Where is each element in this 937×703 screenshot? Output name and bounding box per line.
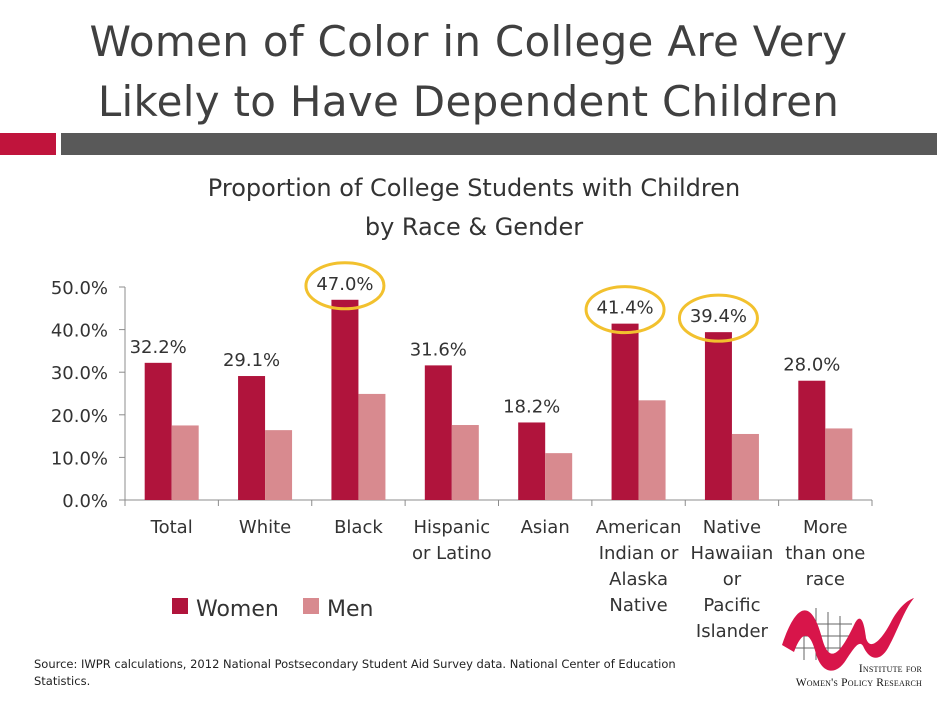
x-tick-label: Native xyxy=(609,595,667,616)
y-tick-label: 20.0% xyxy=(51,406,108,427)
bar-women xyxy=(331,299,359,500)
data-label-women: 29.1% xyxy=(223,350,280,371)
title-line-1: Women of Color in College Are Very xyxy=(89,17,848,66)
bar-women xyxy=(704,332,732,500)
title-line-2: Likely to Have Dependent Children xyxy=(97,77,840,126)
x-tick-label: or Latino xyxy=(412,543,492,564)
iwpr-logo-text: Institute for Women's Policy Research xyxy=(752,662,922,690)
data-label-women: 39.4% xyxy=(690,306,747,327)
y-tick-label: 0.0% xyxy=(62,491,108,512)
x-tick-label: American xyxy=(596,517,682,538)
bar-men xyxy=(171,425,199,500)
source-line-2: Statistics. xyxy=(34,674,91,688)
slide-title: Women of Color in College Are Very Likel… xyxy=(0,12,937,132)
bar-men xyxy=(358,393,386,500)
iwpr-logo-icon xyxy=(782,598,914,671)
bar-men xyxy=(731,433,759,500)
data-label-women: 32.2% xyxy=(130,337,187,358)
data-label-women: 47.0% xyxy=(316,274,373,295)
legend-swatch-women xyxy=(172,598,188,614)
data-label-women: 31.6% xyxy=(410,339,467,360)
x-tick-label: than one xyxy=(785,543,865,564)
chart-title-line-2: by Race & Gender xyxy=(365,213,583,241)
bar-women xyxy=(611,323,639,500)
chart-title-line-1: Proportion of College Students with Chil… xyxy=(208,174,740,202)
bar-women xyxy=(144,362,172,500)
x-tick-label: Native xyxy=(703,517,761,538)
x-tick-label: Indian or xyxy=(599,543,679,564)
logo-text-line-1: Institute for xyxy=(858,663,922,675)
bar-men xyxy=(825,428,853,500)
x-tick-label: Black xyxy=(334,517,383,538)
bar-women xyxy=(798,380,826,500)
x-tick-label: or xyxy=(723,569,742,590)
y-tick-label: 40.0% xyxy=(51,321,108,342)
bar-women xyxy=(424,365,452,500)
source-note: Source: IWPR calculations, 2012 National… xyxy=(34,656,754,690)
y-tick-label: 10.0% xyxy=(51,448,108,469)
y-tick-label: 50.0% xyxy=(51,278,108,299)
legend-swatch-men xyxy=(303,598,319,614)
x-tick-label: Total xyxy=(150,517,193,538)
bar-men xyxy=(265,430,293,500)
x-tick-label: Hispanic xyxy=(413,517,490,538)
x-tick-label: White xyxy=(239,517,291,538)
bar-men xyxy=(638,400,666,500)
highlight-circle xyxy=(584,285,666,335)
highlight-circle xyxy=(677,293,759,343)
highlight-circle xyxy=(304,261,386,311)
bar-women xyxy=(238,376,266,500)
logo-text-line-2: Women's Policy Research xyxy=(795,677,922,689)
y-tick-label: 30.0% xyxy=(51,363,108,384)
x-tick-label: More xyxy=(803,517,848,538)
x-tick-label: Hawaiian xyxy=(691,543,774,564)
data-label-women: 18.2% xyxy=(503,396,560,417)
data-label-women: 28.0% xyxy=(783,355,840,376)
legend-label-men: Men xyxy=(327,597,373,622)
accent-bar-red xyxy=(0,133,56,155)
x-tick-label: race xyxy=(806,569,845,590)
x-tick-label: Islander xyxy=(696,621,769,642)
data-label-women: 41.4% xyxy=(596,298,653,319)
accent-bar-gray xyxy=(61,133,937,155)
x-tick-label: Asian xyxy=(521,517,570,538)
bar-men xyxy=(451,425,479,500)
bar-men xyxy=(545,453,573,500)
bar-women xyxy=(518,422,546,500)
x-tick-label: Alaska xyxy=(609,569,668,590)
legend-label-women: Women xyxy=(196,597,279,622)
source-line-1: Source: IWPR calculations, 2012 National… xyxy=(34,657,676,671)
x-tick-label: Pacific xyxy=(703,595,760,616)
